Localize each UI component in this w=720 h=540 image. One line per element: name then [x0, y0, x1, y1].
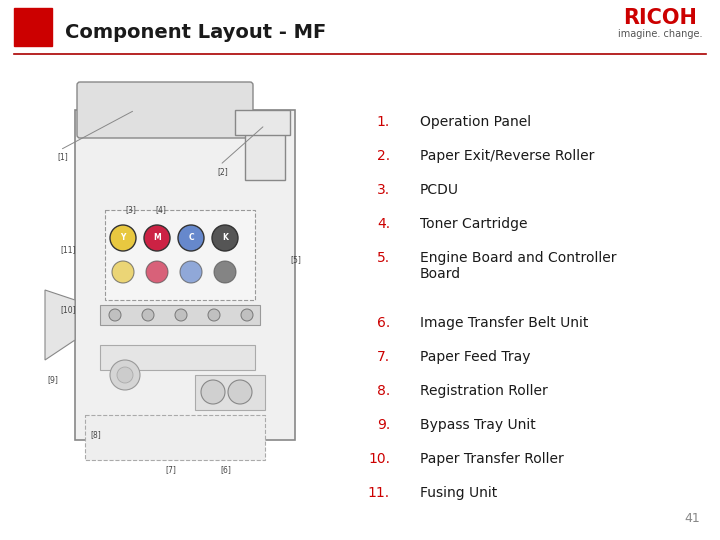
Circle shape [110, 360, 140, 390]
Text: Image Transfer Belt Unit: Image Transfer Belt Unit [420, 316, 588, 330]
Text: C: C [188, 233, 194, 242]
Text: Y: Y [120, 233, 126, 242]
Text: Paper Exit/Reverse Roller: Paper Exit/Reverse Roller [420, 149, 595, 163]
Text: 3.: 3. [377, 183, 390, 197]
Text: [10]: [10] [60, 306, 76, 314]
Text: 5.: 5. [377, 251, 390, 265]
Text: [1]: [1] [57, 152, 68, 161]
Circle shape [110, 225, 136, 251]
Bar [14, 8, 52, 46]
Text: 7.: 7. [377, 350, 390, 364]
Text: 10.: 10. [368, 452, 390, 466]
Text: 11.: 11. [368, 486, 390, 500]
Text: Toner Cartridge: Toner Cartridge [420, 217, 528, 231]
Text: Fusing Unit: Fusing Unit [420, 486, 498, 500]
Bar [100, 345, 255, 370]
FancyBboxPatch shape [77, 82, 253, 138]
Text: 41: 41 [684, 512, 700, 525]
Text: [6]: [6] [220, 465, 231, 474]
Circle shape [109, 309, 121, 321]
Circle shape [146, 261, 168, 283]
Circle shape [144, 225, 170, 251]
Bar [75, 110, 295, 440]
Circle shape [241, 309, 253, 321]
Text: [3]: [3] [125, 205, 136, 214]
Bar [245, 120, 285, 180]
Circle shape [214, 261, 236, 283]
Bar [100, 305, 260, 325]
Text: 8.: 8. [377, 384, 390, 398]
Text: [7]: [7] [165, 465, 176, 474]
Text: Engine Board and Controller
Board: Engine Board and Controller Board [420, 251, 616, 281]
Circle shape [175, 309, 187, 321]
Text: Operation Panel: Operation Panel [420, 115, 531, 129]
Circle shape [178, 225, 204, 251]
Text: 9.: 9. [377, 418, 390, 432]
Bar [85, 415, 265, 460]
Circle shape [212, 225, 238, 251]
Text: 4.: 4. [377, 217, 390, 231]
Circle shape [142, 309, 154, 321]
Text: [4]: [4] [155, 205, 166, 214]
Text: imagine. change.: imagine. change. [618, 29, 702, 39]
Circle shape [208, 309, 220, 321]
Text: [9]: [9] [47, 375, 58, 384]
Bar [235, 110, 290, 135]
Circle shape [112, 261, 134, 283]
Bar [80, 90, 245, 130]
Text: [8]: [8] [90, 430, 101, 439]
Text: M: M [153, 233, 161, 242]
Text: Registration Roller: Registration Roller [420, 384, 548, 398]
Text: Paper Feed Tray: Paper Feed Tray [420, 350, 531, 364]
Text: [5]: [5] [290, 255, 301, 265]
Polygon shape [45, 290, 75, 360]
Text: Bypass Tray Unit: Bypass Tray Unit [420, 418, 536, 432]
Text: [2]: [2] [217, 167, 228, 176]
Text: RICOH: RICOH [623, 8, 697, 28]
Text: K: K [222, 233, 228, 242]
Text: 6.: 6. [377, 316, 390, 330]
Circle shape [228, 380, 252, 404]
Bar [195, 375, 265, 410]
Text: [11]: [11] [60, 246, 76, 254]
Circle shape [201, 380, 225, 404]
Bar [105, 210, 255, 300]
Text: 1.: 1. [377, 115, 390, 129]
Circle shape [180, 261, 202, 283]
Text: PCDU: PCDU [420, 183, 459, 197]
Text: 2.: 2. [377, 149, 390, 163]
Text: Component Layout - MF: Component Layout - MF [65, 23, 326, 42]
Circle shape [117, 367, 133, 383]
Text: Paper Transfer Roller: Paper Transfer Roller [420, 452, 564, 466]
